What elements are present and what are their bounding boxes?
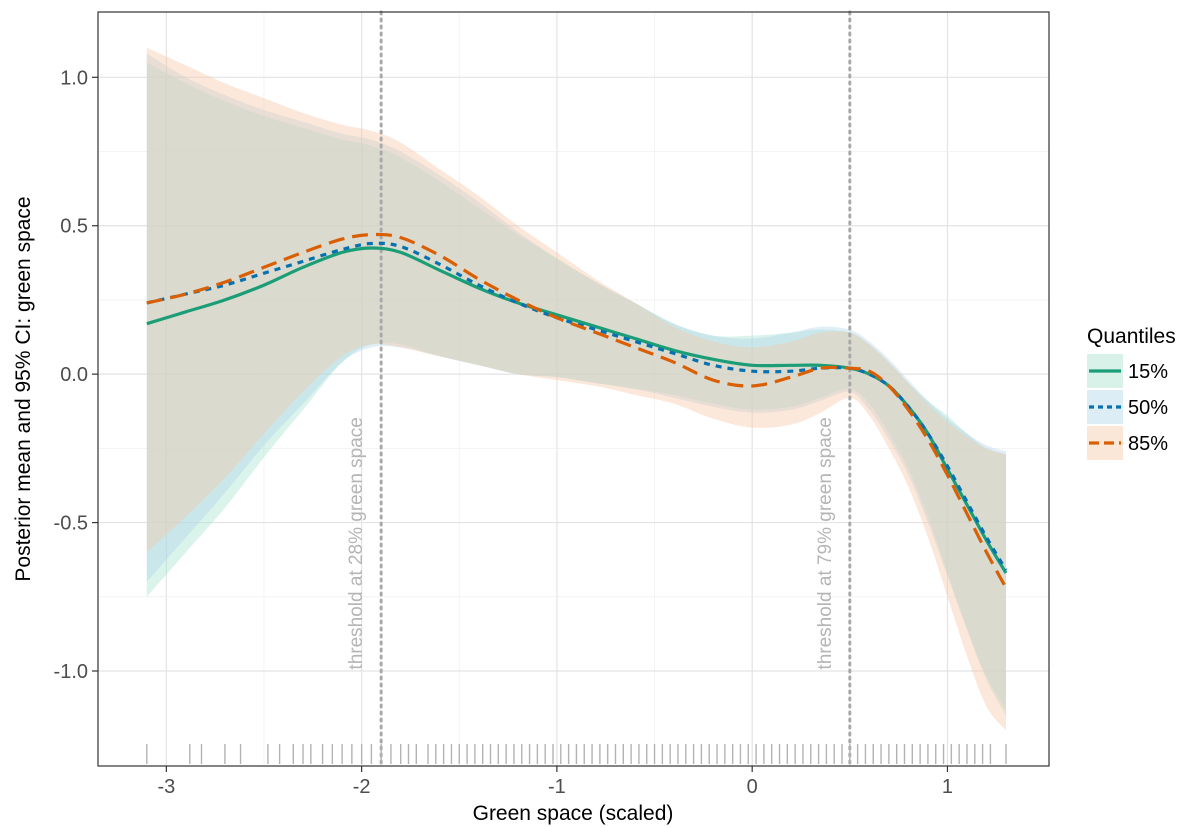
x-tick-label: 0: [747, 776, 758, 798]
series-line-50pct: [146, 241, 1008, 571]
legend-label: 50%: [1128, 397, 1168, 419]
line-layer: [146, 232, 1008, 589]
band-layer: [146, 47, 1007, 731]
legend-label: 15%: [1128, 361, 1168, 383]
x-tick-label: 1: [942, 776, 953, 798]
vline-layer: threshold at 28% green space threshold at…: [346, 10, 852, 768]
y-tick-label: 0.0: [60, 364, 88, 386]
legend-items: 15% 50% 85%: [1087, 354, 1168, 460]
plot-border: [97, 11, 1050, 767]
legend: Quantiles 15% 50% 85%: [1087, 325, 1176, 460]
series-line-15pct: [146, 246, 1008, 574]
threshold-label: threshold at 28% green space: [346, 417, 367, 669]
y-tick-label: 1.0: [60, 67, 88, 89]
threshold-label: threshold at 79% green space: [815, 417, 836, 669]
ci-band-85pct: [146, 47, 1007, 731]
x-tick-label: -3: [157, 776, 175, 798]
y-tick-label: -0.5: [54, 513, 88, 535]
ci-band-15pct: [146, 62, 1007, 716]
y-tick-label: -1.0: [54, 661, 88, 683]
legend-title: Quantiles: [1087, 325, 1176, 348]
y-tick-label: 0.5: [60, 216, 88, 238]
rug-layer: [146, 744, 1007, 764]
series-line-85pct: [146, 232, 1008, 589]
y-axis-title: Posterior mean and 95% CI: green space: [12, 196, 35, 581]
x-tick-label: -2: [353, 776, 371, 798]
ci-band-50pct: [146, 53, 1007, 710]
x-tick-label: -1: [548, 776, 566, 798]
x-axis-title: Green space (scaled): [473, 802, 674, 825]
axis-layer: -3 -2 -1 0 1 1.0 0.5 0.0 -0.5 -1.0: [54, 67, 953, 798]
legend-label: 85%: [1128, 433, 1168, 455]
